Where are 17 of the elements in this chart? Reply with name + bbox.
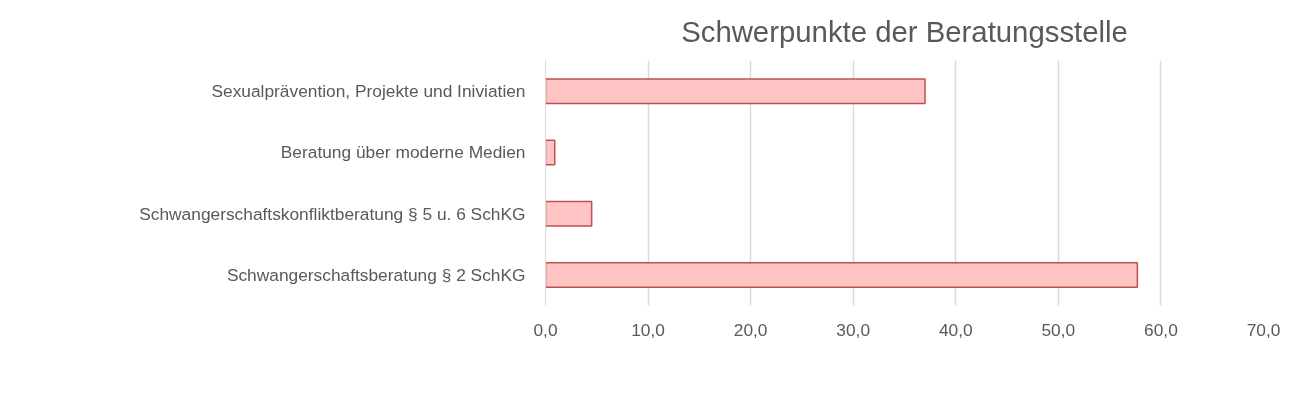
- x-tick-label: 60,0: [1144, 319, 1178, 340]
- x-tick-label: 0,0: [533, 319, 558, 340]
- chart-title: Schwerpunkte der Beratungsstelle: [681, 15, 1128, 48]
- y-tick-label: Schwangerschaftskonfliktberatung § 5 u. 6 SchKG: [139, 203, 526, 224]
- x-tick-label: 10,0: [631, 319, 665, 340]
- bar: [545, 261, 1139, 288]
- x-tick-label: 30,0: [836, 319, 871, 340]
- y-tick-label: Schwangerschaftsberatung § 2 SchKG: [226, 264, 526, 285]
- bar: [545, 200, 593, 227]
- bar: [545, 139, 556, 166]
- y-tick-label: Sexualprävention, Projekte und Iniviatien: [211, 81, 526, 102]
- x-tick-label: 70,0: [1246, 319, 1281, 340]
- y-tick-label: Beratung über moderne Medien: [280, 142, 526, 163]
- x-tick-label: 20,0: [733, 319, 768, 340]
- x-tick-label: 50,0: [1041, 319, 1076, 340]
- bar: [545, 78, 926, 105]
- x-tick-label: 40,0: [938, 319, 973, 340]
